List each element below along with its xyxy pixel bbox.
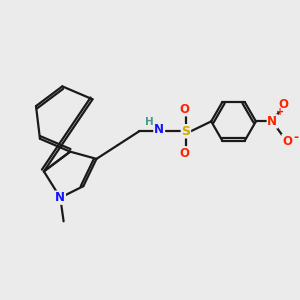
Text: N: N [55, 191, 65, 204]
Text: -: - [293, 131, 298, 144]
Text: O: O [278, 98, 289, 111]
Text: O: O [179, 103, 189, 116]
Text: S: S [182, 125, 190, 138]
Text: N: N [267, 115, 277, 128]
Text: +: + [275, 107, 284, 117]
Text: N: N [154, 123, 164, 136]
Text: O: O [282, 135, 292, 148]
Text: O: O [179, 147, 189, 160]
Text: H: H [145, 117, 153, 127]
